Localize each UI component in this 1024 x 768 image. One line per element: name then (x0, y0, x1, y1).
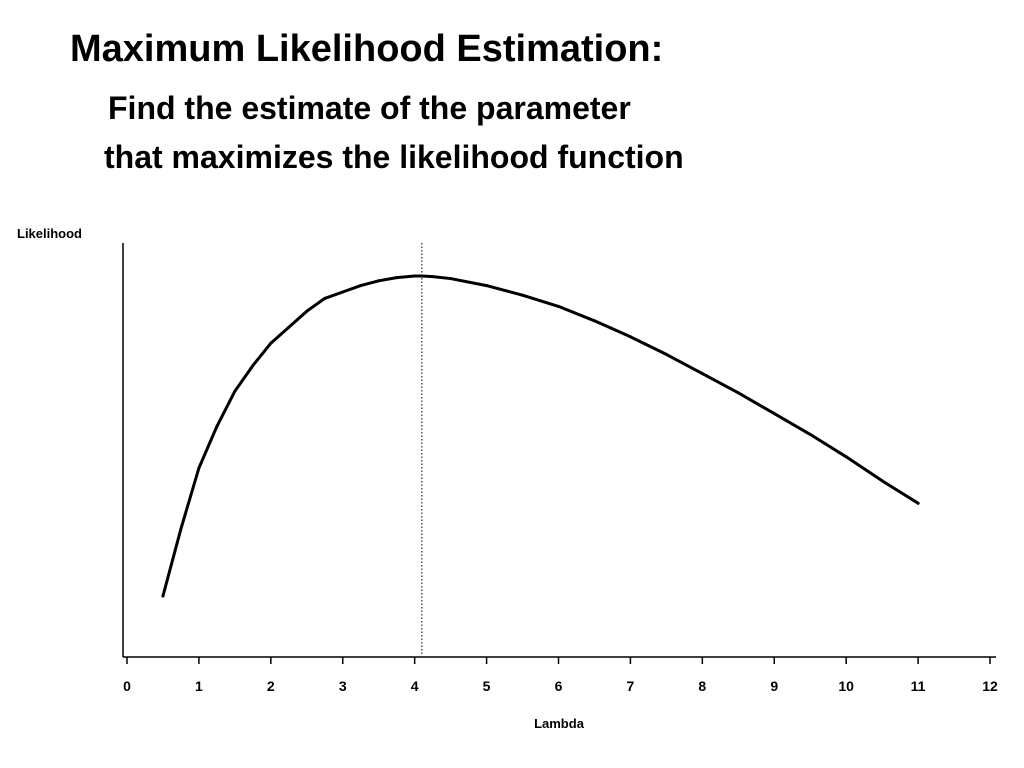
x-tick-label: 12 (982, 678, 998, 694)
x-tick-label: 11 (911, 678, 926, 694)
curve-point (772, 412, 776, 416)
curve-point (628, 335, 632, 339)
curve-point (269, 341, 273, 345)
x-tick-label: 9 (770, 678, 778, 694)
x-tick-label: 7 (627, 678, 635, 694)
x-axis-label: Lambda (534, 716, 585, 731)
curve-point (287, 325, 291, 329)
curve-point (557, 304, 560, 308)
curve-point (700, 372, 704, 376)
curve-point (359, 284, 363, 288)
curve-point (521, 293, 525, 297)
curve-point (844, 455, 848, 459)
curve-point (880, 479, 884, 483)
x-tick-label: 10 (838, 678, 854, 694)
curve-point (736, 391, 740, 395)
likelihood-curve-points (161, 274, 920, 598)
slide-title: Maximum Likelihood Estimation: (70, 28, 664, 70)
curve-point (592, 319, 596, 323)
curve-point (215, 424, 219, 428)
curve-point (323, 296, 327, 300)
curve-point (305, 309, 309, 313)
curve-point (916, 501, 920, 505)
x-tick-label: 1 (195, 678, 203, 694)
curve-point (420, 274, 424, 278)
curve-point (413, 274, 417, 278)
curve-point (395, 276, 399, 280)
curve-point (664, 352, 668, 356)
x-tick-label: 6 (555, 678, 563, 694)
x-tick-label: 3 (339, 678, 347, 694)
x-tick-label: 2 (267, 678, 275, 694)
curve-point (485, 284, 489, 288)
x-tick-label: 0 (123, 678, 131, 694)
x-tick-label: 8 (698, 678, 706, 694)
curve-point (377, 279, 381, 283)
curve-point (808, 432, 812, 436)
curve-point (431, 275, 435, 279)
x-tick-label: 5 (483, 678, 491, 694)
x-axis-ticks: 0 1 2 3 4 5 6 7 8 9 10 11 12 (123, 657, 998, 694)
likelihood-curve-line (161, 274, 920, 598)
curve-point (251, 364, 255, 368)
slide-subtitle-line-2: that maximizes the likelihood function (104, 139, 684, 175)
y-axis-label: Likelihood (17, 226, 82, 241)
curve-point (161, 594, 165, 598)
curve-point (449, 277, 453, 281)
curve-point (179, 527, 183, 531)
curve-point (341, 290, 345, 294)
x-tick-label: 4 (411, 678, 419, 694)
curve-point (233, 389, 237, 393)
slide-subtitle-line-1: Find the estimate of the parameter (108, 90, 631, 126)
curve-point (197, 466, 201, 470)
